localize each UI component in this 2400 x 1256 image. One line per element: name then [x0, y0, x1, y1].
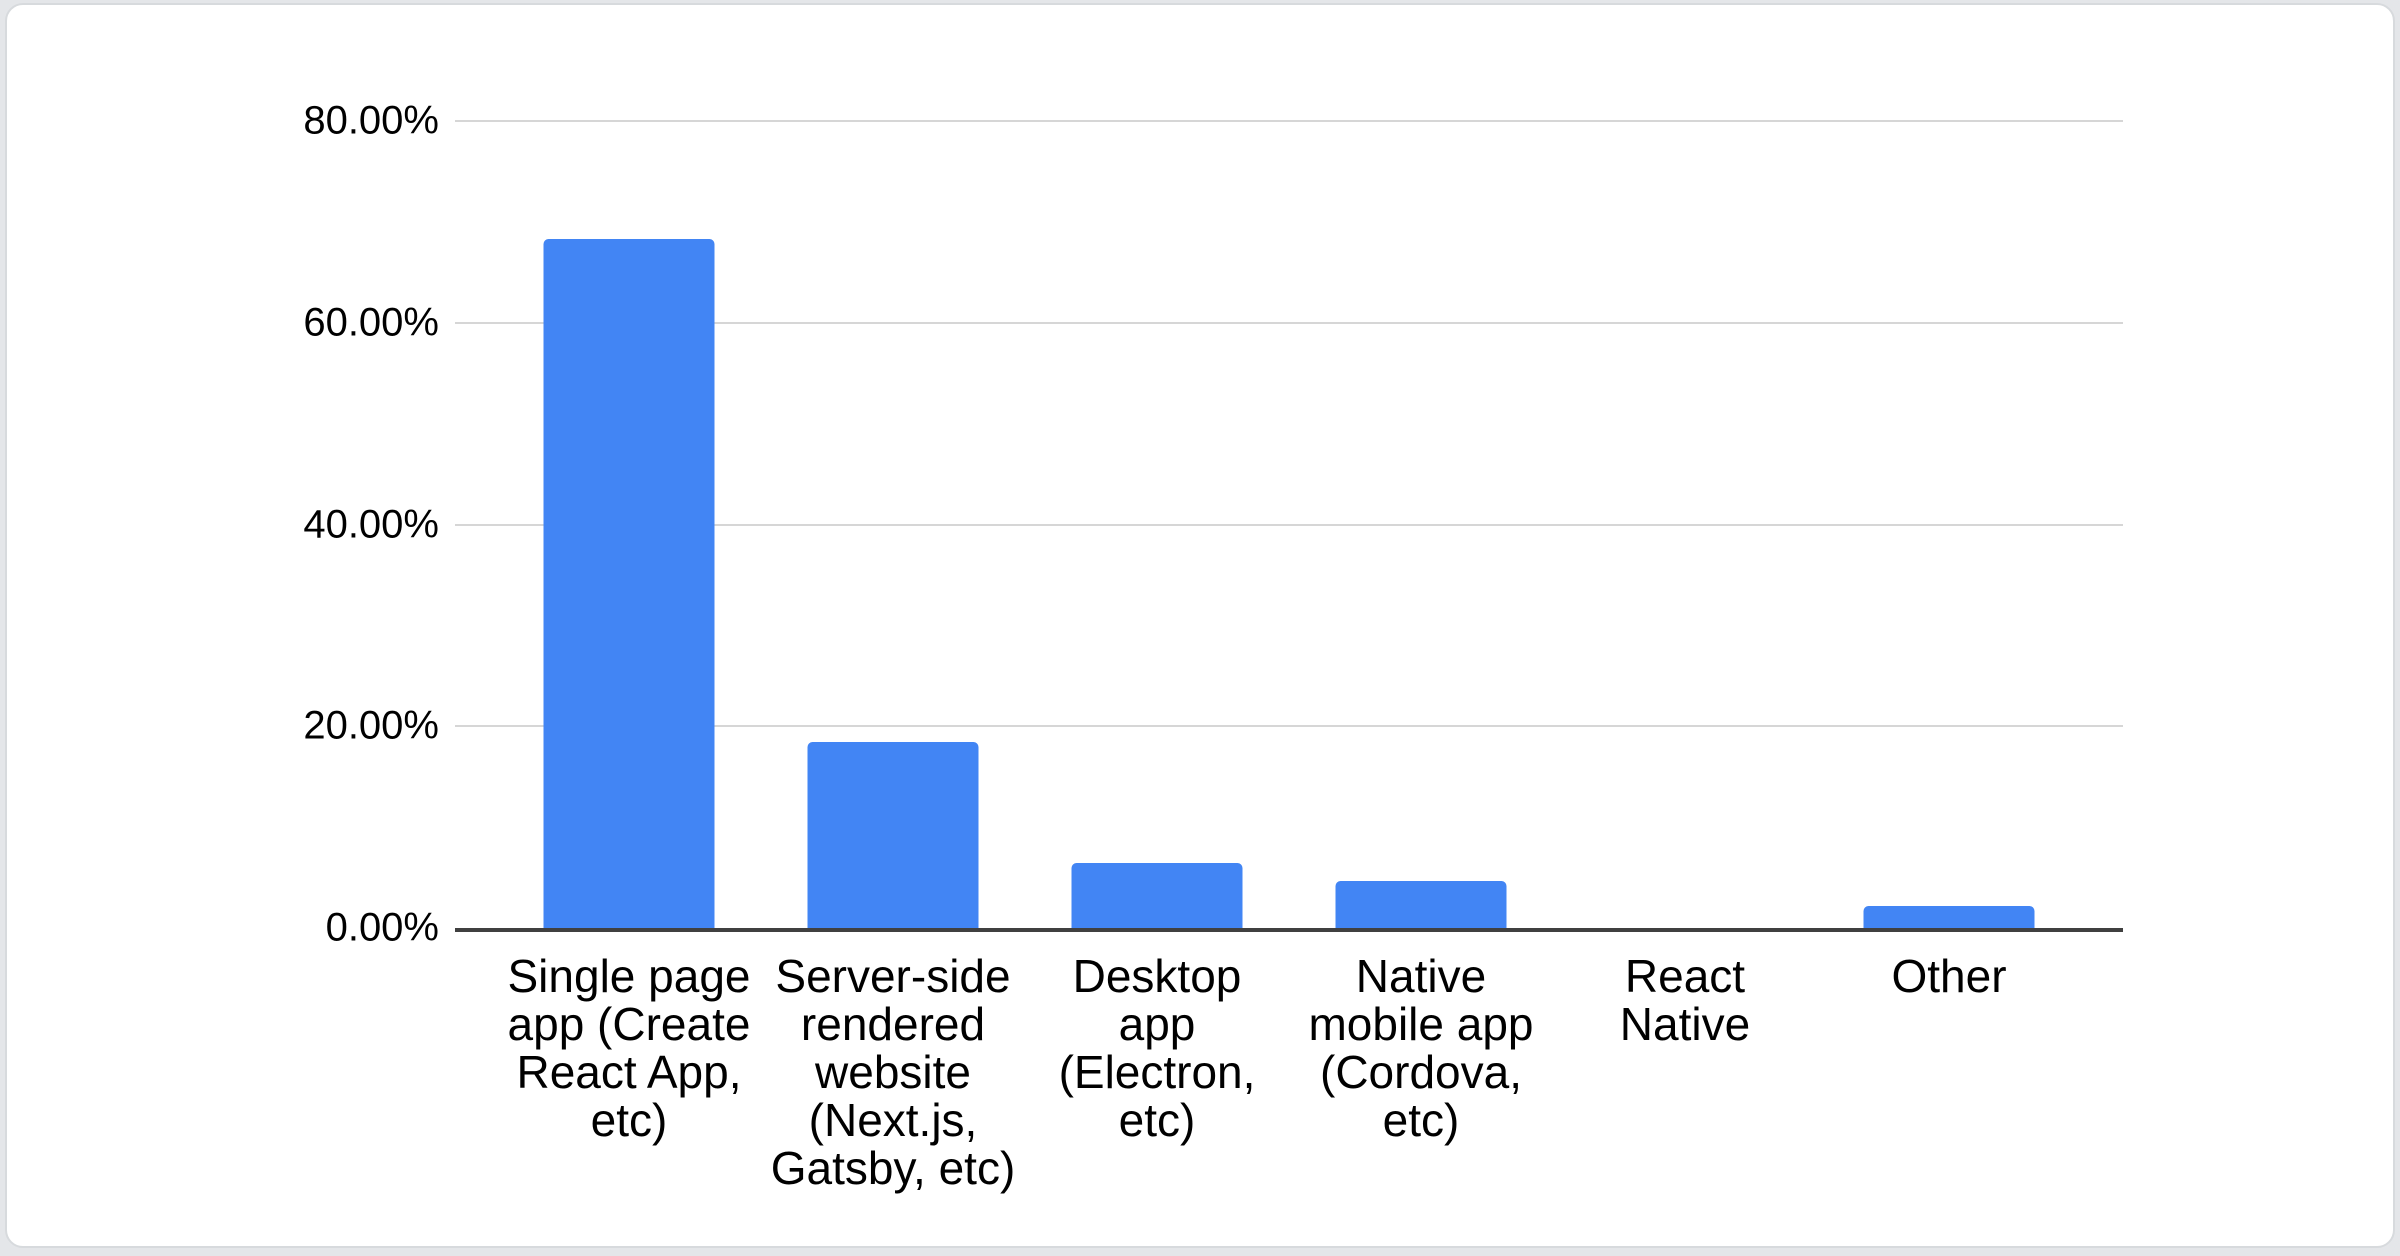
y-axis-tick-label: 20.00% — [303, 703, 439, 748]
y-axis-tick-label: 80.00% — [303, 98, 439, 143]
x-axis-label-single-page-app: Single page app (Create React App, etc) — [507, 950, 751, 1146]
y-axis-tick-label: 60.00% — [303, 300, 439, 345]
bar-band — [1025, 121, 1289, 928]
bar-other[interactable] — [1863, 905, 2035, 928]
plot-area — [455, 120, 2123, 932]
x-axis: Single page app (Create React App, etc) S… — [497, 952, 2081, 1192]
x-axis-label-react-native: React Native — [1619, 950, 1751, 1050]
bar-single-page-app[interactable] — [543, 239, 715, 928]
bar-band — [1289, 121, 1553, 928]
gridline — [455, 120, 2123, 122]
bar-band — [497, 121, 761, 928]
x-axis-label-server-side-rendered-website: Server-side rendered website (Next.js, G… — [770, 950, 1016, 1194]
y-axis-tick-label: 40.00% — [303, 502, 439, 546]
x-axis-label-native-mobile-app: Native mobile app (Cordova, etc) — [1308, 950, 1534, 1146]
bars-row — [497, 121, 2081, 928]
bar-band — [1553, 121, 1817, 928]
gridline — [455, 523, 2123, 526]
bar-server-side-rendered-website[interactable] — [807, 742, 979, 928]
bar-native-mobile-app[interactable] — [1335, 880, 1507, 928]
y-axis-tick-label: 0.00% — [325, 905, 439, 950]
chart-card: 80.00% 60.00% 40.00% 20.00% 0.00% Single pag… — [5, 3, 2395, 1248]
bar-band — [761, 121, 1025, 928]
gridline — [455, 725, 2123, 728]
gridline — [455, 321, 2123, 324]
bar-desktop-app[interactable] — [1071, 863, 1243, 928]
y-axis: 80.00% 60.00% 40.00% 20.00% 0.00% — [7, 99, 439, 950]
bar-band — [1817, 121, 2081, 928]
x-axis-label-desktop-app: Desktop app (Electron, etc) — [1058, 950, 1256, 1146]
x-axis-label-other: Other — [1891, 950, 2007, 1002]
